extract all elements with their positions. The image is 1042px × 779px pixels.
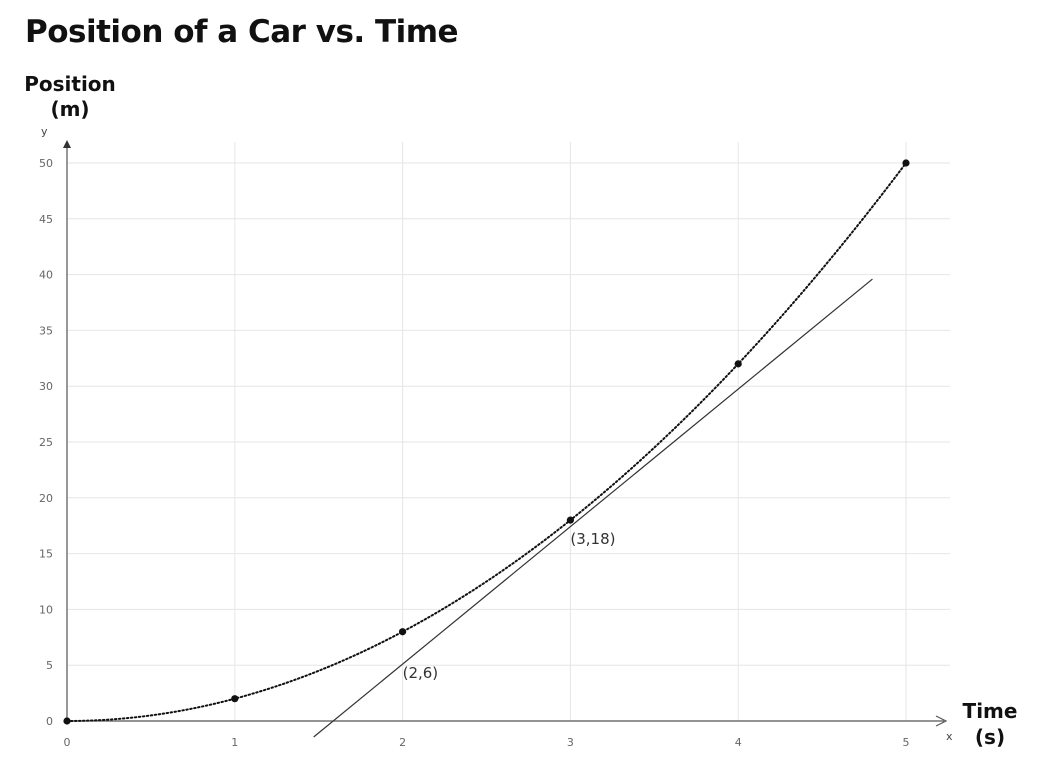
y-tick-label: 35 xyxy=(39,324,53,337)
point-annotation: (3,18) xyxy=(570,530,615,548)
point-annotation: (2,6) xyxy=(403,664,439,682)
x-tick-label: 4 xyxy=(735,736,742,749)
y-tick-label: 15 xyxy=(39,548,53,561)
x-tick-label: 5 xyxy=(903,736,910,749)
annotations: (3,18) (2,6) xyxy=(403,530,616,682)
data-point xyxy=(399,628,407,636)
y-axis-title: Position (m) xyxy=(24,72,116,122)
x-axis-title-line2: (s) xyxy=(974,725,1006,749)
chart-title: Position of a Car vs. Time xyxy=(25,14,459,50)
y-tick-label: 20 xyxy=(39,492,53,505)
y-tick-label: 50 xyxy=(39,157,53,170)
axes: x y xyxy=(41,125,953,743)
x-tick-label: 0 xyxy=(64,736,71,749)
curve xyxy=(66,162,907,722)
data-point xyxy=(63,717,71,725)
y-tick-label: 10 xyxy=(39,603,53,616)
y-axis-arrow xyxy=(63,140,71,148)
tangent xyxy=(313,278,873,738)
y-tick-label: 0 xyxy=(46,715,53,728)
points xyxy=(63,159,910,725)
x-axis-title: Time (s) xyxy=(958,698,1022,750)
y-axis-letter: y xyxy=(41,125,48,138)
y-tick-label: 45 xyxy=(39,213,53,226)
x-tick-label: 3 xyxy=(567,736,574,749)
x-tick-label: 2 xyxy=(399,736,406,749)
x-axis-letter: x xyxy=(946,730,953,743)
y-tick-label: 40 xyxy=(39,269,53,282)
data-point xyxy=(902,159,910,167)
y-axis-title-line2: (m) xyxy=(50,97,90,121)
y-tick-label: 5 xyxy=(46,659,53,672)
data-point xyxy=(734,360,742,368)
grid xyxy=(67,142,950,721)
y-tick-label: 30 xyxy=(39,380,53,393)
x-axis-arrow xyxy=(935,715,948,727)
series-curve xyxy=(66,162,907,722)
x-tick-label: 1 xyxy=(231,736,238,749)
x-axis-title-line1: Time xyxy=(962,699,1018,723)
data-point xyxy=(566,516,575,524)
y-tick-label: 25 xyxy=(39,436,53,449)
data-point xyxy=(231,695,239,703)
tangent-line xyxy=(313,278,873,738)
y-axis-title-line1: Position xyxy=(24,72,116,96)
